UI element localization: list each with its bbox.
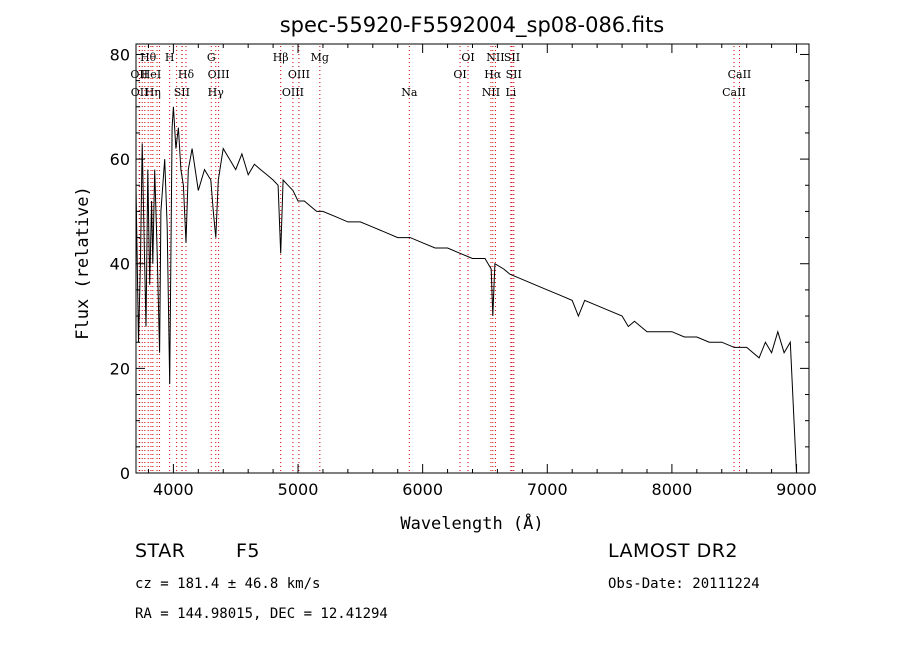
survey-name: LAMOST DR2 <box>608 540 738 562</box>
line-label: SII <box>506 68 522 81</box>
line-label: Na <box>401 86 418 99</box>
line-label: HeI <box>141 68 161 81</box>
x-tick-label: 9000 <box>776 480 817 499</box>
x-tick-label: 4000 <box>153 480 194 499</box>
y-tick-label: 0 <box>120 464 130 483</box>
object-class: STAR <box>135 540 186 562</box>
line-label: Hγ <box>208 86 225 99</box>
line-labels: OIIOIIHθHeIHηHHδSIIGHγOIIIHβOIIIOIIIMgNa… <box>130 51 751 99</box>
line-label: H <box>165 51 175 64</box>
y-axis-label: Flux (relative) <box>73 186 93 340</box>
line-label: OI <box>461 51 474 64</box>
x-tick-label: 7000 <box>527 480 568 499</box>
y-tick-label: 40 <box>110 255 130 274</box>
x-tick-label: 5000 <box>278 480 319 499</box>
obs-date: Obs-Date: 20111224 <box>608 576 760 592</box>
line-label: G <box>207 51 216 64</box>
x-tick-label: 8000 <box>652 480 693 499</box>
line-label: Mg <box>311 51 329 64</box>
line-label: NII <box>482 86 500 99</box>
x-axis: 4000 5000 6000 7000 8000 9000 <box>147 44 817 499</box>
x-axis-label: Wavelength (Å) <box>400 512 543 534</box>
line-markers <box>138 46 740 473</box>
spectrum-line <box>135 106 797 474</box>
line-label: OI <box>453 68 466 81</box>
line-label: SII <box>504 51 520 64</box>
line-label: CaII <box>722 86 746 99</box>
line-label: Hβ <box>273 51 289 64</box>
line-label: Hδ <box>178 68 195 81</box>
x-tick-label: 6000 <box>402 480 443 499</box>
line-label: OII <box>131 86 149 99</box>
redshift-value: cz = 181.4 ± 46.8 km/s <box>135 576 321 592</box>
object-subclass: F5 <box>236 540 261 562</box>
line-label: NII <box>486 51 504 64</box>
y-tick-label: 80 <box>110 45 130 64</box>
line-label: OIII <box>288 68 310 81</box>
line-label: Hα <box>484 68 502 81</box>
line-label: Li <box>505 86 516 99</box>
line-label: CaII <box>728 68 752 81</box>
line-label: OII <box>130 68 148 81</box>
chart-title: spec-55920-F5592004_sp08-086.fits <box>280 13 665 38</box>
y-tick-label: 60 <box>110 150 130 169</box>
line-label: OIII <box>208 68 230 81</box>
ra-dec: RA = 144.98015, DEC = 12.41294 <box>135 606 388 622</box>
spectrum-chart: spec-55920-F5592004_sp08-086.fits OII OII… <box>73 13 817 534</box>
y-axis: 0 20 40 60 80 <box>110 45 809 483</box>
line-label: SII <box>174 86 190 99</box>
line-label: Hθ <box>140 51 157 64</box>
line-label: OIII <box>282 86 304 99</box>
line-label: Hη <box>145 86 161 99</box>
y-tick-label: 20 <box>110 359 130 378</box>
